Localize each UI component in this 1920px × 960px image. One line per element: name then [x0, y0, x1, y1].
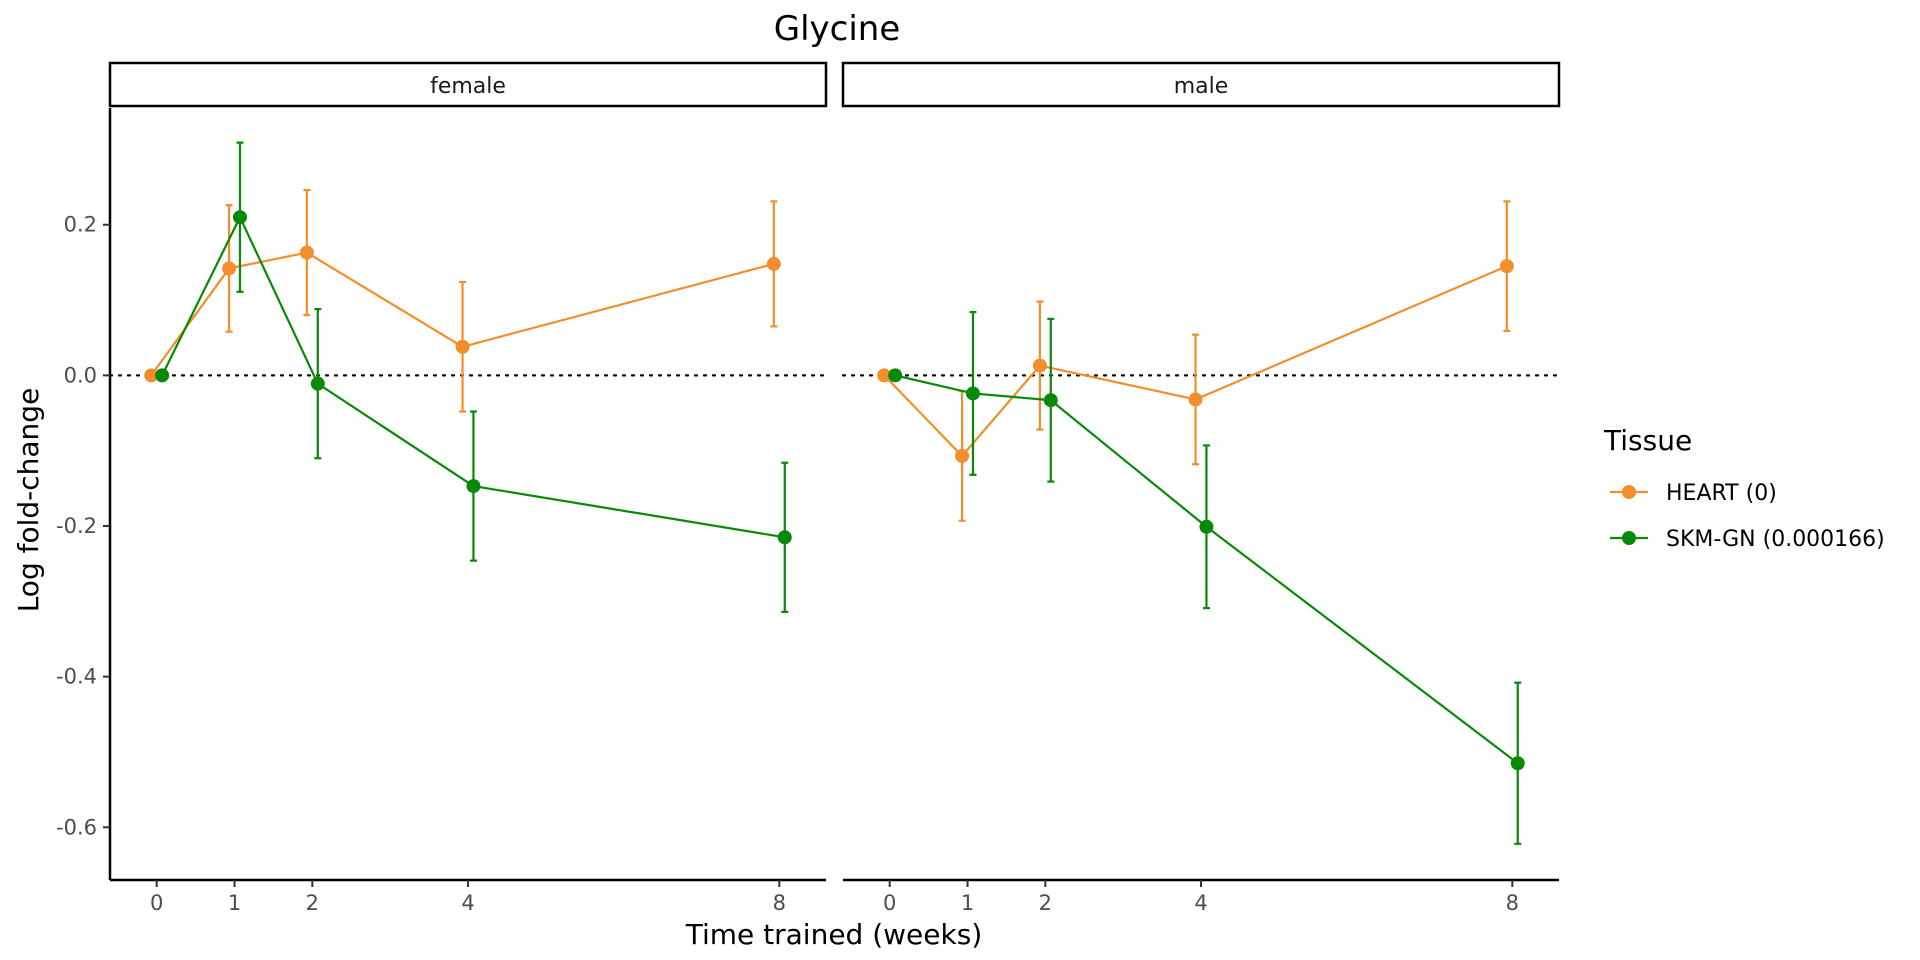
x-axis-title: Time trained (weeks): [685, 918, 983, 951]
x-tick-label: 2: [1039, 891, 1052, 915]
data-point-skm-gn: [1510, 756, 1525, 771]
data-point-heart: [222, 261, 237, 276]
data-point-skm-gn: [888, 368, 903, 383]
data-point-skm-gn: [466, 479, 481, 494]
data-point-skm-gn: [965, 386, 980, 401]
data-point-heart: [144, 368, 159, 383]
y-axis-title: Log fold-change: [12, 388, 45, 613]
data-point-skm-gn: [1043, 393, 1058, 408]
legend-title: Tissue: [1603, 424, 1692, 457]
x-tick-label: 4: [461, 891, 474, 915]
data-point-heart: [877, 368, 892, 383]
data-point-skm-gn: [232, 210, 247, 225]
x-tick-label: 0: [150, 891, 163, 915]
x-tick-label: 1: [228, 891, 241, 915]
data-point-heart: [1499, 259, 1514, 274]
strip-label-female: female: [430, 74, 506, 99]
legend-key-point-skm-gn: [1622, 531, 1636, 545]
data-point-heart: [766, 256, 781, 271]
panel-male: male 0 1 2 4 8: [841, 61, 1561, 915]
legend: Tissue HEART (0) SKM-GN (0.000166): [1603, 424, 1885, 552]
data-point-heart: [455, 339, 470, 354]
legend-key-point-heart: [1622, 485, 1636, 499]
x-tick-label: 8: [1506, 891, 1519, 915]
x-tick-label: 2: [306, 891, 319, 915]
chart-title: Glycine: [774, 9, 901, 49]
panel-plot-female: 0 1 2 4 8: [108, 141, 828, 915]
y-tick-label: 0.2: [64, 213, 97, 237]
strip-label-male: male: [1174, 74, 1229, 99]
y-tick-label: -0.2: [56, 514, 97, 538]
data-point-skm-gn: [777, 530, 792, 545]
strip-male: [841, 61, 1561, 108]
x-tick-label: 8: [773, 891, 786, 915]
y-tick-label: 0.0: [64, 363, 97, 387]
data-point-heart: [955, 448, 970, 463]
y-axis: -0.6 -0.4 -0.2 0.0 0.2: [56, 108, 112, 880]
data-point-heart: [1188, 392, 1203, 407]
strip-female: [108, 61, 828, 108]
x-tick-label: 1: [961, 891, 974, 915]
x-tick-label: 4: [1194, 891, 1207, 915]
x-tick-label: 0: [883, 891, 896, 915]
legend-keys: [1610, 485, 1648, 545]
legend-entry-heart: HEART (0): [1666, 481, 1777, 506]
data-point-heart: [1032, 358, 1047, 373]
y-tick-label: -0.4: [56, 665, 97, 689]
y-tick-label: -0.6: [56, 815, 97, 839]
data-point-skm-gn: [310, 376, 325, 391]
data-point-skm-gn: [1199, 519, 1214, 534]
data-point-heart: [299, 245, 314, 260]
legend-entry-skm-gn: SKM-GN (0.000166): [1666, 527, 1885, 552]
panel-plot-male: 0 1 2 4 8: [841, 200, 1561, 915]
panel-female: female 0 1 2 4 8: [108, 61, 828, 915]
data-point-skm-gn: [155, 368, 170, 383]
